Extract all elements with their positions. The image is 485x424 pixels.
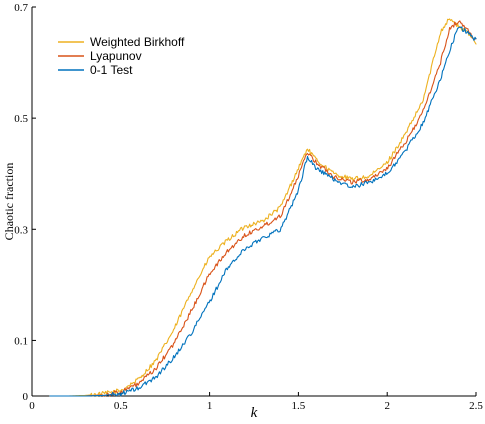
x-tick-label: 1.5 bbox=[292, 400, 306, 412]
x-tick-label: 2.5 bbox=[469, 400, 483, 412]
x-tick-label: 0 bbox=[29, 400, 35, 412]
y-tick-label: 0 bbox=[23, 391, 29, 403]
y-axis-label: Chaotic fraction bbox=[2, 163, 16, 241]
x-tick-label: 1 bbox=[207, 400, 213, 412]
y-tick-label: 0.1 bbox=[14, 335, 28, 347]
legend-label-lyapunov: Lyapunov bbox=[90, 49, 142, 63]
series-line-zero-one-test bbox=[49, 26, 477, 397]
y-tick-label: 0.3 bbox=[14, 224, 28, 236]
series-line-lyapunov bbox=[49, 20, 477, 397]
y-tick-label: 0.5 bbox=[14, 113, 28, 125]
axes: 0 0.5 1 1.5 2 2.5 0 0.1 0.3 0.5 0.7 bbox=[14, 2, 483, 412]
x-axis-label: k bbox=[251, 405, 258, 421]
legend-label-weighted-birkhoff: Weighted Birkhoff bbox=[90, 35, 185, 49]
series-layer bbox=[49, 18, 477, 397]
series-line-weighted-birkhoff bbox=[49, 18, 477, 397]
y-tick-label: 0.7 bbox=[14, 2, 28, 14]
x-tick-label: 2 bbox=[384, 400, 390, 412]
legend-label-zero-one-test: 0-1 Test bbox=[90, 63, 133, 77]
x-tick-label: 0.5 bbox=[114, 400, 128, 412]
